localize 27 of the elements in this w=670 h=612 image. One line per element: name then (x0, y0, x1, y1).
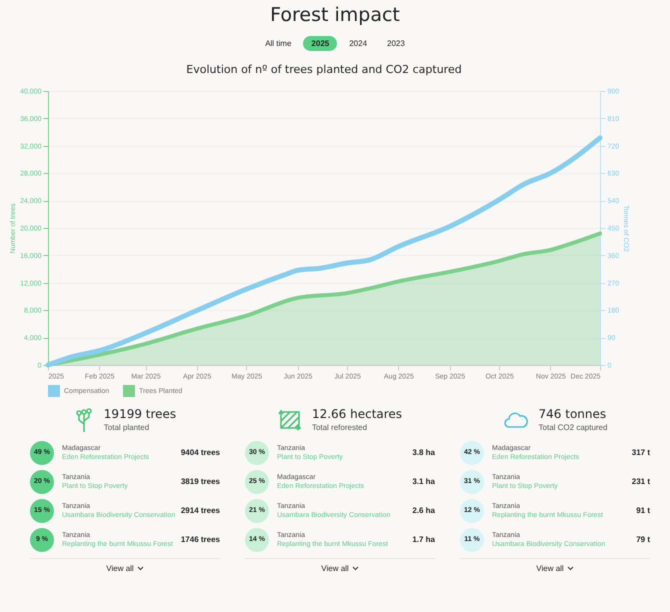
text: All time (264, 38, 292, 50)
text: 2023 (386, 38, 406, 50)
text: 79 t (636, 535, 650, 544)
text: 1.7 ha (412, 535, 435, 544)
text: 3819 trees (180, 477, 220, 486)
text: 317 t (632, 448, 650, 457)
text: 2914 trees (180, 506, 220, 515)
text: 1746 trees (180, 535, 220, 544)
text: Total CO2 captured (538, 423, 608, 432)
text: 19199 trees (104, 407, 176, 421)
text: 231 t (632, 477, 650, 486)
text: 91 t (636, 506, 650, 515)
text: Total planted (104, 423, 150, 432)
text: 2.6 ha (412, 506, 435, 515)
text: 3.1 ha (412, 477, 435, 486)
text: Total reforested (312, 423, 368, 432)
text: 3.8 ha (412, 448, 435, 457)
text: 2025 (303, 36, 338, 51)
text: Forest impact (269, 4, 401, 26)
text: View all (321, 564, 349, 573)
text: View all (536, 564, 564, 573)
text: 9404 trees (180, 448, 220, 457)
text: 2024 (348, 38, 368, 50)
chart-title: Evolution of nº of trees planted and CO2 captured (186, 63, 462, 76)
text: 12.66 hectares (312, 407, 402, 421)
text: View all (106, 564, 134, 573)
text: 746 tonnes (538, 407, 608, 421)
